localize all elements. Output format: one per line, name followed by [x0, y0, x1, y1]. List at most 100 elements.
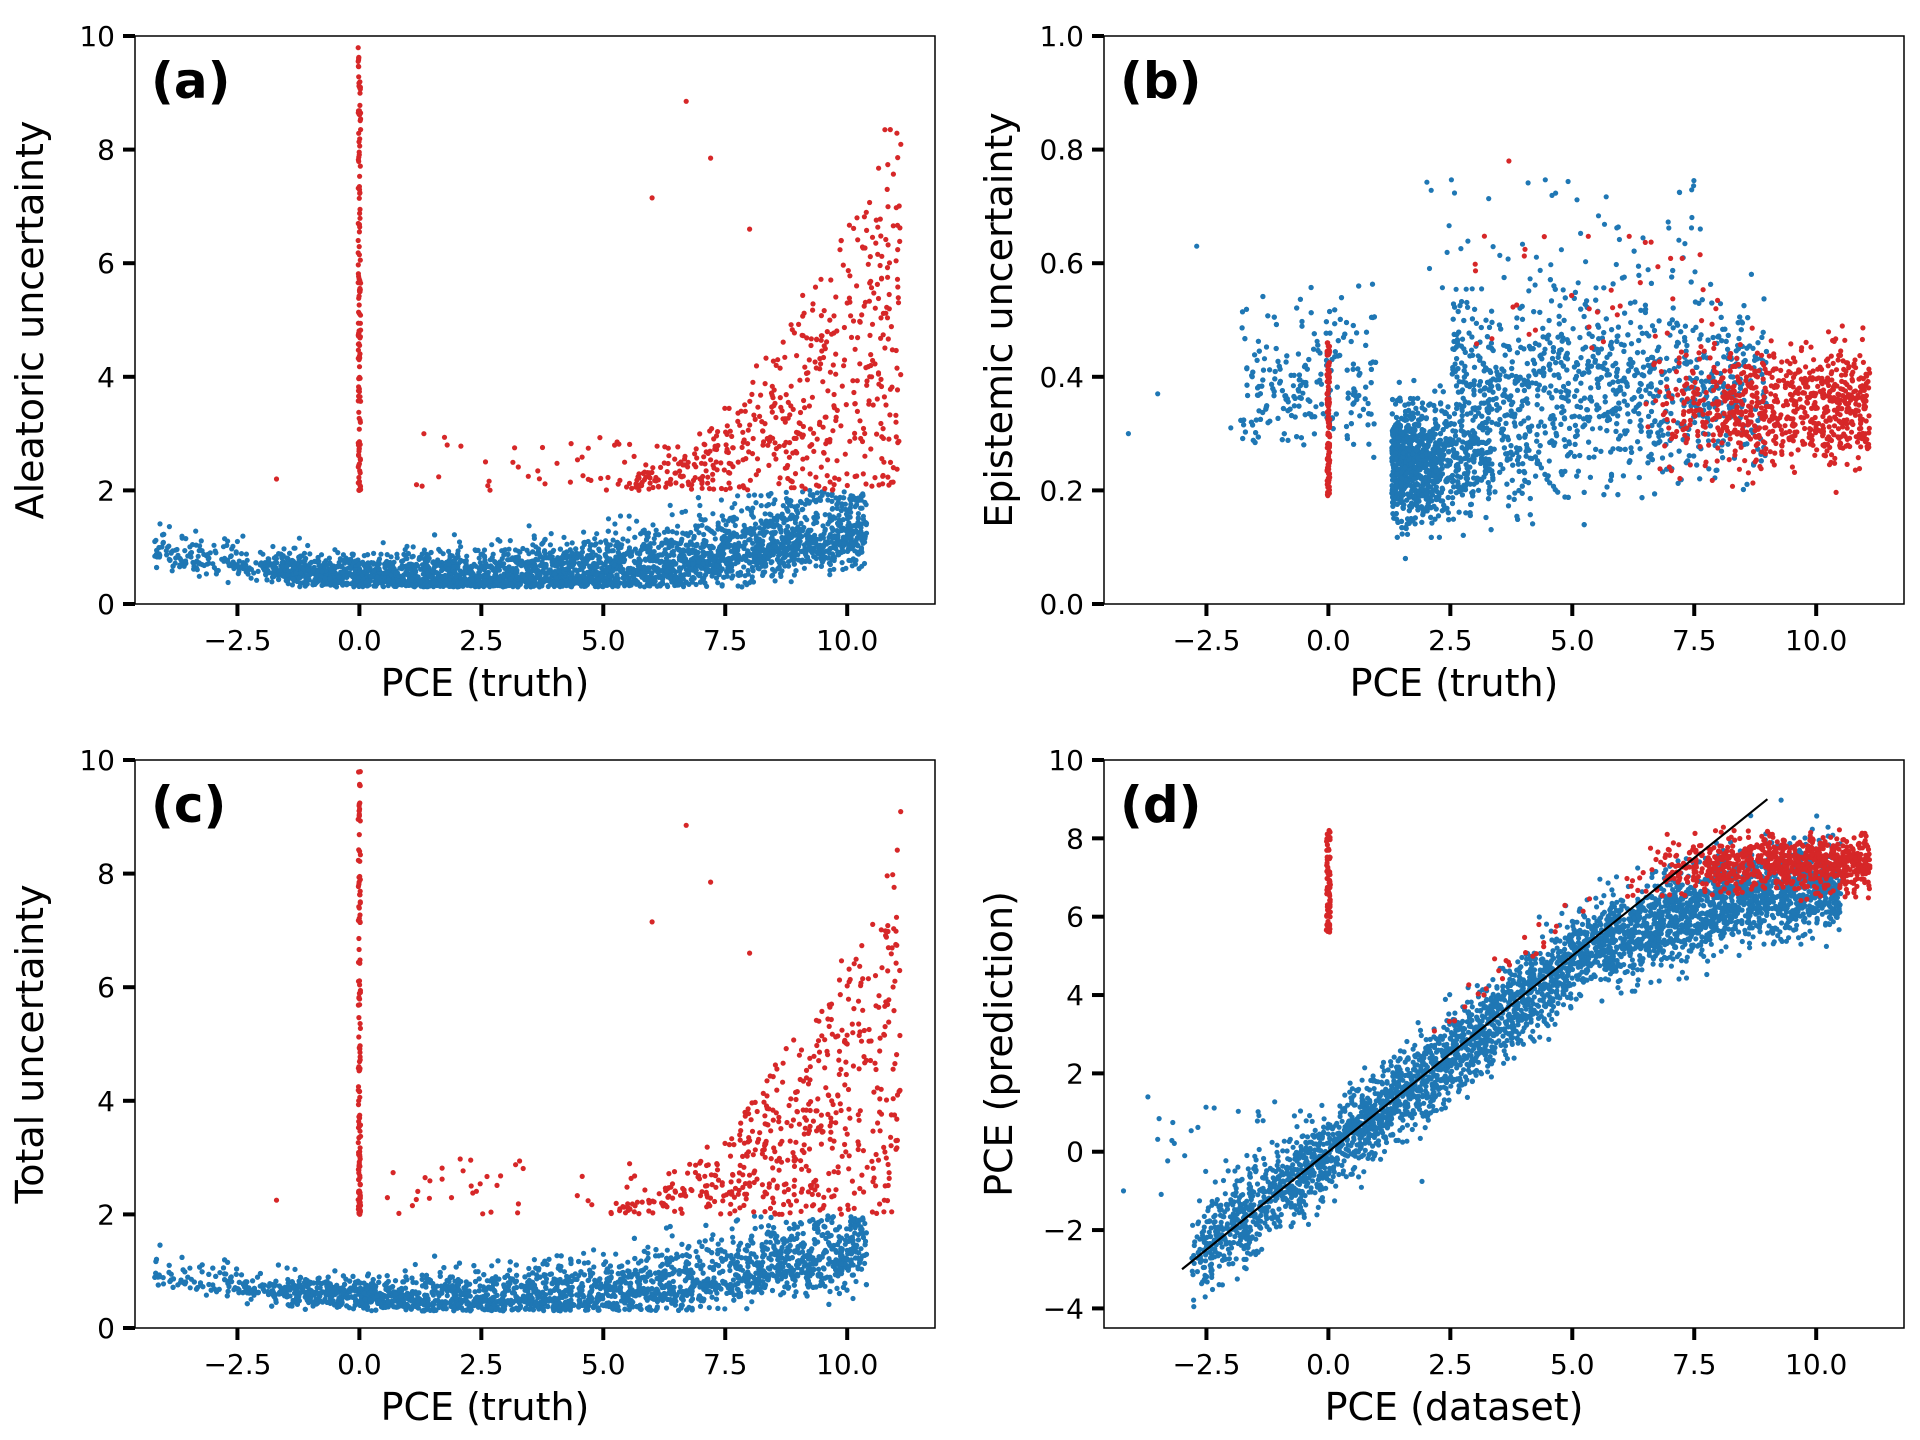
data-point — [506, 552, 511, 557]
data-point — [839, 238, 844, 243]
data-point — [513, 569, 518, 574]
data-point — [702, 461, 707, 466]
data-point — [853, 347, 858, 352]
data-point — [841, 263, 846, 268]
data-point — [746, 428, 751, 433]
data-point — [285, 578, 290, 583]
data-point — [802, 566, 807, 571]
data-point — [575, 457, 580, 462]
data-point — [365, 583, 370, 588]
data-point — [833, 294, 838, 299]
data-point — [726, 481, 731, 486]
data-point — [187, 544, 192, 549]
y-axis-label: Epistemic uncertainty — [977, 112, 1021, 528]
data-point — [451, 564, 456, 569]
data-point — [729, 434, 734, 439]
data-point — [371, 568, 376, 573]
data-point — [857, 319, 862, 324]
data-point — [725, 540, 730, 545]
data-point — [672, 457, 677, 462]
data-point — [768, 435, 773, 440]
data-point — [607, 573, 612, 578]
data-point — [506, 547, 511, 552]
data-point — [864, 228, 869, 233]
data-point — [847, 439, 852, 444]
data-point — [803, 486, 808, 491]
data-point — [732, 501, 737, 506]
data-point — [703, 539, 708, 544]
data-point — [356, 584, 361, 589]
data-point — [554, 575, 559, 580]
data-point — [454, 574, 459, 579]
x-tick-label: 0.0 — [337, 624, 382, 657]
data-point — [626, 570, 631, 575]
data-point — [357, 191, 362, 196]
data-point — [508, 577, 513, 582]
data-point — [772, 497, 777, 502]
data-point — [736, 544, 741, 549]
data-point — [467, 570, 472, 575]
data-point — [592, 536, 597, 541]
data-point — [842, 325, 847, 330]
data-point — [785, 476, 790, 481]
data-point — [766, 463, 771, 468]
data-point — [775, 566, 780, 571]
data-point — [742, 485, 747, 490]
data-point — [650, 465, 655, 470]
data-point — [604, 487, 609, 492]
data-point — [585, 570, 590, 575]
data-point — [634, 519, 639, 524]
data-point — [717, 546, 722, 551]
data-point — [823, 415, 828, 420]
data-point — [852, 436, 857, 441]
data-point — [760, 573, 765, 578]
data-point — [346, 560, 351, 565]
data-point — [582, 579, 587, 584]
data-point — [736, 583, 741, 588]
data-point — [689, 566, 694, 571]
data-point — [338, 556, 343, 561]
data-point — [530, 549, 535, 554]
data-point — [675, 524, 680, 529]
data-point — [452, 532, 457, 537]
data-point — [617, 478, 622, 483]
data-point — [878, 315, 883, 320]
data-point — [302, 551, 307, 556]
data-point — [797, 378, 802, 383]
data-point — [875, 282, 880, 287]
data-point — [540, 445, 545, 450]
y-tick-label: 0.4 — [1039, 361, 1084, 394]
data-point — [840, 384, 845, 389]
data-point — [153, 538, 158, 543]
data-point — [545, 578, 550, 583]
x-tick-label: −2.5 — [1172, 624, 1240, 657]
data-point — [849, 497, 854, 502]
data-point — [486, 564, 491, 569]
data-point — [312, 582, 317, 587]
data-point — [371, 551, 376, 556]
data-point — [396, 579, 401, 584]
data-point — [586, 539, 591, 544]
data-point — [403, 556, 408, 561]
data-point — [445, 442, 450, 447]
data-point — [589, 575, 594, 580]
data-point — [477, 556, 482, 561]
data-point — [249, 576, 254, 581]
data-point — [656, 484, 661, 489]
data-point — [849, 335, 854, 340]
data-point — [879, 276, 884, 281]
data-point — [610, 568, 615, 573]
data-point — [653, 579, 658, 584]
data-point — [796, 537, 801, 542]
data-point — [784, 517, 789, 522]
data-point — [411, 544, 416, 549]
data-point — [620, 536, 625, 541]
x-tick-label: 2.5 — [1428, 624, 1473, 657]
data-point — [808, 528, 813, 533]
data-point — [797, 420, 802, 425]
data-point — [646, 486, 651, 491]
data-point — [798, 499, 803, 504]
data-point — [665, 469, 670, 474]
data-point — [539, 542, 544, 547]
data-point — [254, 578, 259, 583]
